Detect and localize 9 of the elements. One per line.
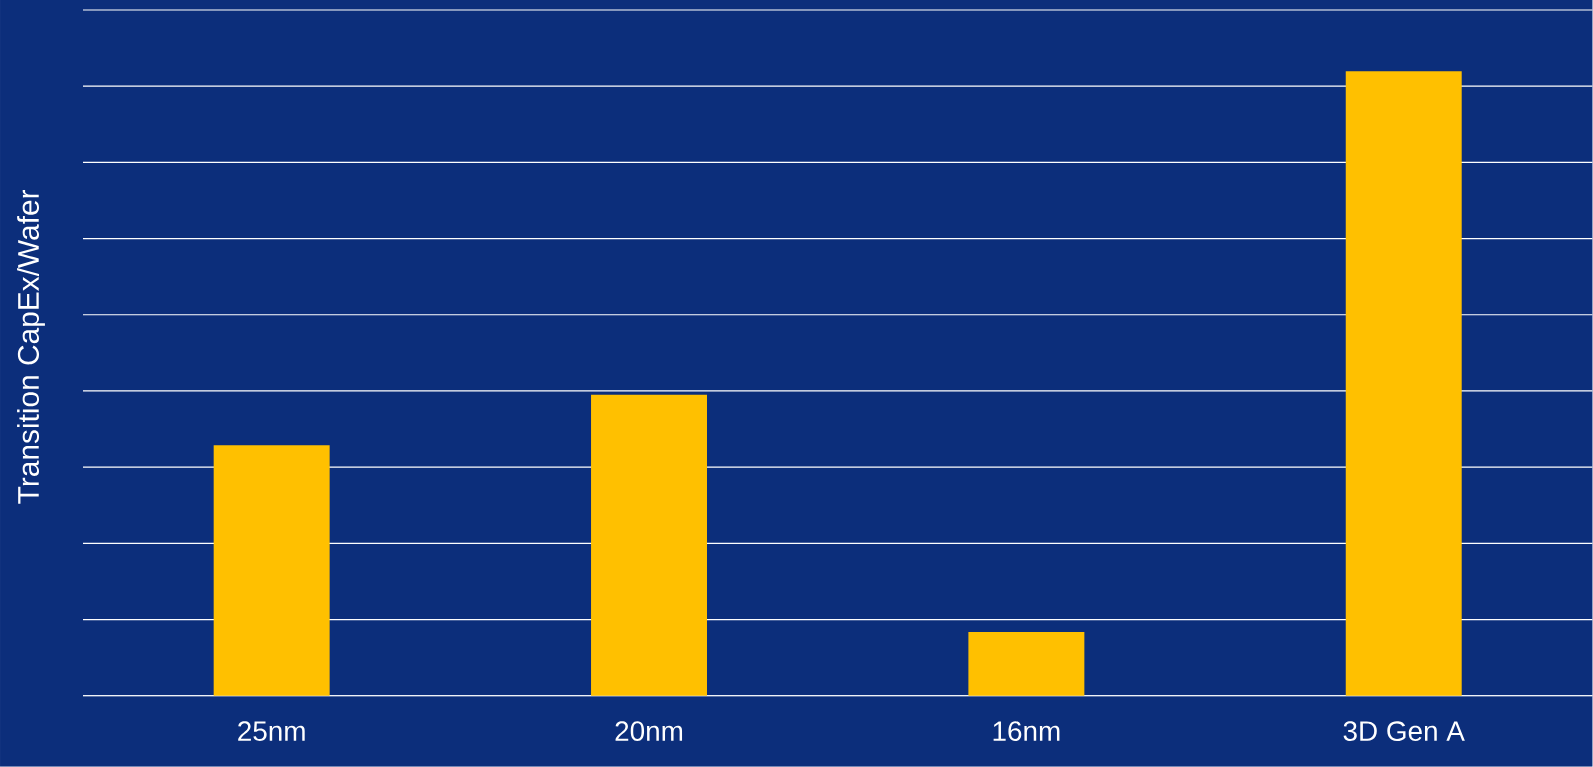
x-tick-label: 25nm xyxy=(238,721,305,742)
x-tick-label: 3D Gen A xyxy=(1343,721,1465,742)
bar xyxy=(968,632,1085,696)
x-tick-label: 16nm xyxy=(993,721,1060,742)
bar xyxy=(591,394,707,696)
bar xyxy=(213,445,330,696)
bar xyxy=(1345,71,1462,696)
y-axis-title: Transition CapEx/Wafer xyxy=(17,190,45,504)
x-tick-label: 20nm xyxy=(615,721,683,742)
